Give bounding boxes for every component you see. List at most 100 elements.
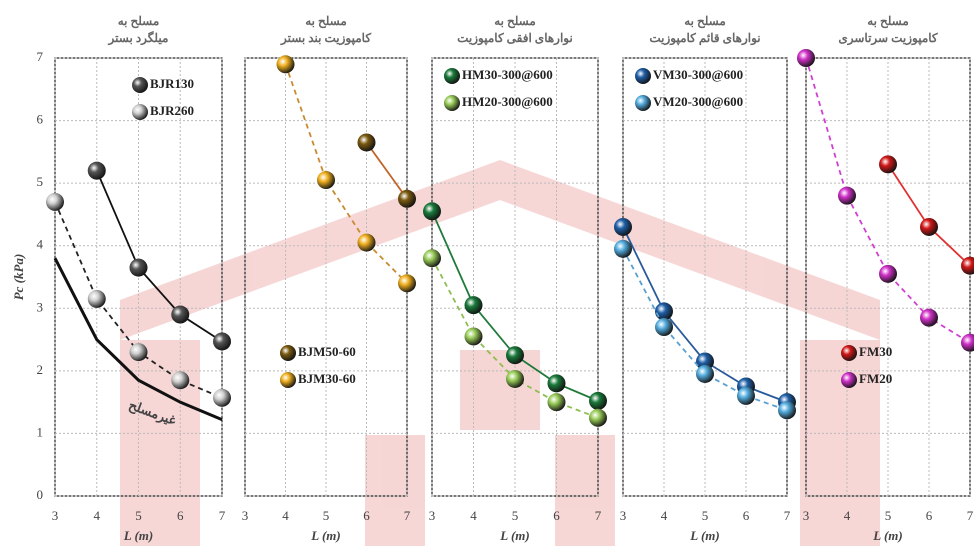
data-point: [87, 289, 106, 308]
data-point: [778, 401, 796, 420]
legend-label: HM20-300@600: [462, 94, 553, 109]
data-point: [961, 256, 974, 275]
x-tick-label: 3: [429, 508, 436, 523]
data-point: [879, 264, 897, 283]
data-point: [696, 364, 714, 383]
legend-marker: [444, 95, 460, 111]
x-tick-label: 6: [177, 508, 184, 523]
x-tick-label: 5: [885, 508, 892, 523]
series-line: [622, 248, 788, 412]
x-axis-label: L (m): [689, 528, 719, 543]
x-axis-label: L (m): [499, 528, 529, 543]
panel-title: مسلح به: [684, 14, 726, 29]
x-tick-label: 6: [743, 508, 750, 523]
panel-title: نوارهای افقی کامپوزیت: [457, 31, 573, 46]
data-point: [46, 192, 64, 211]
y-tick-label: 7: [37, 49, 44, 64]
y-tick-label: 4: [37, 237, 44, 252]
x-tick-label: 3: [52, 508, 59, 523]
data-point: [547, 393, 566, 412]
panel-title: مسلح به: [118, 14, 160, 29]
data-point: [614, 217, 632, 236]
x-tick-label: 6: [553, 508, 560, 523]
data-point: [423, 249, 441, 268]
x-tick-label: 7: [784, 508, 791, 523]
data-point: [87, 161, 106, 180]
legend-label: BJM30-60: [298, 371, 356, 386]
data-point: [171, 305, 190, 324]
legend-marker: [280, 372, 296, 388]
y-tick-label: 2: [37, 362, 44, 377]
data-point: [838, 186, 856, 205]
data-point: [317, 171, 335, 190]
data-point: [464, 296, 483, 315]
x-tick-label: 6: [926, 508, 933, 523]
panel-title: نوارهای قائم کامپوزیت: [649, 31, 760, 46]
data-point: [213, 332, 231, 351]
x-tick-label: 3: [803, 508, 810, 523]
series-line: [805, 57, 971, 344]
y-axis-label: Pc (kPa): [11, 254, 26, 301]
watermark: [120, 160, 880, 546]
data-point: [920, 308, 938, 327]
legend-marker: [841, 345, 857, 361]
data-point: [614, 239, 632, 258]
legend-label: FM30: [859, 344, 892, 359]
legend-label: VM20-300@600: [653, 94, 743, 109]
data-point: [589, 391, 607, 410]
y-tick-label: 6: [37, 112, 44, 127]
data-point: [961, 333, 974, 352]
x-tick-label: 5: [702, 508, 709, 523]
series-line: [95, 170, 223, 343]
x-tick-label: 4: [470, 508, 477, 523]
data-point: [696, 352, 714, 371]
legend-marker: [280, 345, 296, 361]
panel-title: مسلح به: [867, 14, 909, 29]
legend-label: HM30-300@600: [462, 67, 553, 82]
x-tick-label: 3: [620, 508, 627, 523]
legend-marker: [444, 68, 460, 84]
data-point: [589, 408, 607, 427]
data-point: [171, 371, 190, 390]
legend-label: FM20: [859, 371, 892, 386]
y-tick-label: 3: [37, 299, 44, 314]
panel-title: کامپوزیت سرتاسری: [838, 31, 938, 46]
legend-marker: [132, 104, 148, 120]
x-tick-label: 5: [135, 508, 142, 523]
data-point: [423, 202, 441, 221]
x-tick-label: 4: [94, 508, 101, 523]
y-tick-label: 1: [37, 424, 44, 439]
data-point: [357, 233, 376, 252]
x-tick-label: 7: [404, 508, 411, 523]
data-point: [506, 369, 524, 388]
legend-marker: [635, 95, 651, 111]
data-point: [920, 217, 938, 236]
x-tick-label: 5: [323, 508, 330, 523]
x-axis-label: L (m): [872, 528, 902, 543]
data-point: [737, 386, 755, 405]
x-tick-label: 7: [595, 508, 602, 523]
data-point: [655, 302, 673, 321]
data-point: [464, 327, 483, 346]
data-point: [276, 55, 295, 74]
series-line: [365, 141, 408, 200]
data-point: [213, 388, 231, 407]
data-point: [129, 258, 148, 277]
data-point: [655, 318, 673, 337]
data-point: [879, 155, 897, 174]
x-tick-label: 3: [242, 508, 249, 523]
x-tick-label: 6: [363, 508, 370, 523]
series-line: [53, 257, 223, 422]
data-point: [398, 189, 416, 208]
data-point: [398, 274, 416, 293]
series-line: [284, 63, 408, 284]
legend-label: BJR260: [150, 103, 194, 118]
x-tick-label: 4: [282, 508, 289, 523]
data-point: [797, 49, 815, 67]
y-tick-label: 0: [37, 487, 44, 502]
data-point: [129, 343, 148, 362]
x-axis-label: L (m): [123, 528, 153, 543]
legend-label: BJM50-60: [298, 344, 356, 359]
panel-title: کامپوزیت بند بستر: [280, 31, 371, 46]
